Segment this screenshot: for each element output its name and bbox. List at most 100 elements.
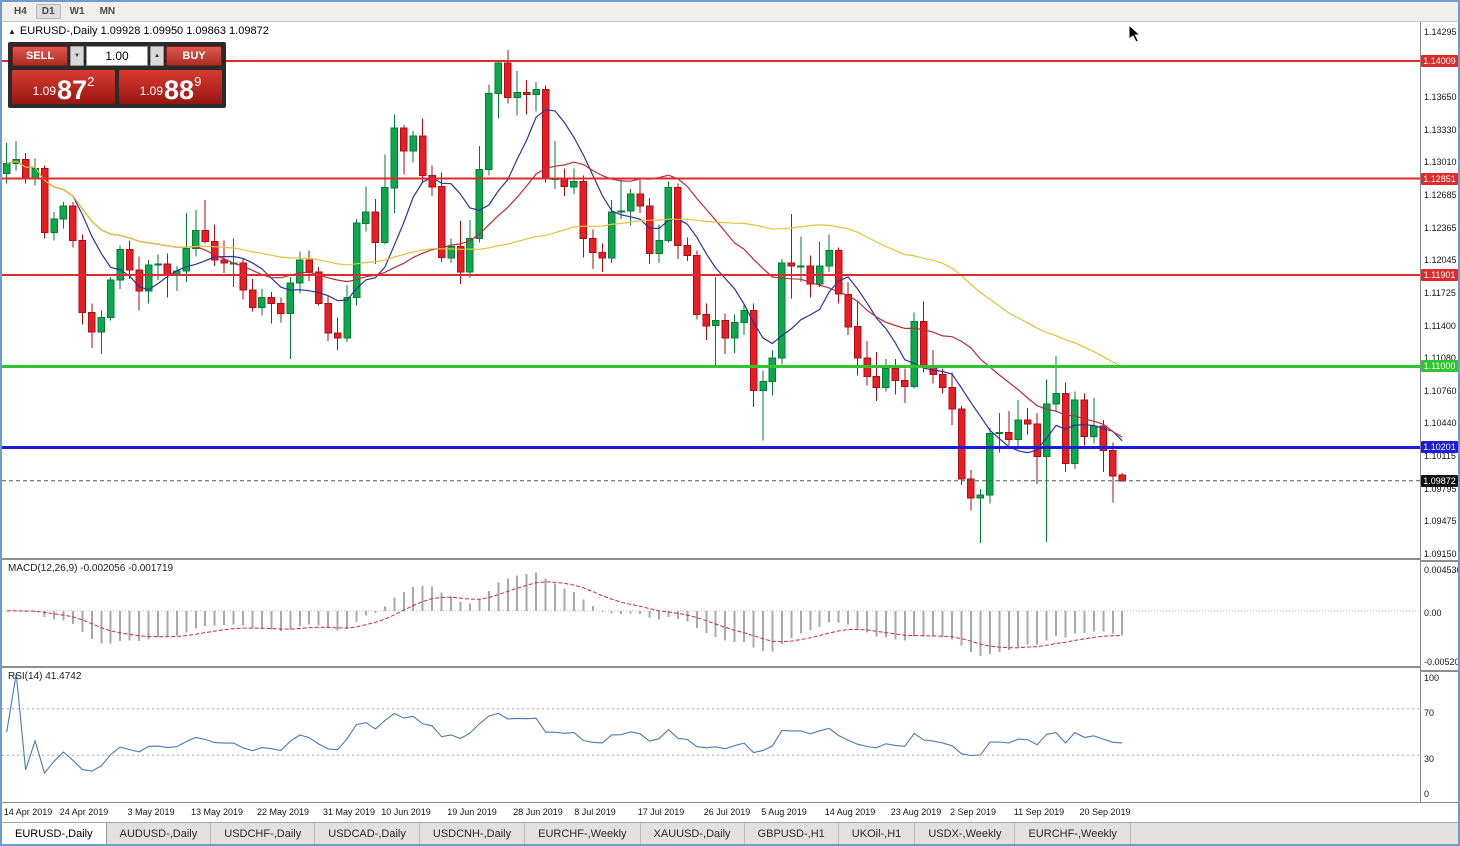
volume-decrease-button[interactable]: ▼ bbox=[70, 46, 84, 66]
price-axis-label: 1.10440 bbox=[1424, 418, 1457, 428]
chart-tab[interactable]: USDCAD-,Daily bbox=[315, 823, 420, 844]
date-axis-label: 11 Sep 2019 bbox=[1013, 807, 1065, 817]
moving-average-lines bbox=[6, 109, 1123, 454]
mouse-cursor-icon bbox=[1128, 24, 1142, 43]
sell-price-display[interactable]: 1.09 87 2 bbox=[12, 70, 115, 104]
symbol-ohlc-title: EURUSD-,Daily 1.09928 1.09950 1.09863 1.… bbox=[19, 25, 269, 37]
price-axis-label: 1.11080 bbox=[1424, 353, 1456, 363]
date-axis-label: 2 Sep 2019 bbox=[949, 807, 997, 817]
chart-tab[interactable]: EURCHF-,Weekly bbox=[1015, 823, 1131, 844]
chart-panes: ▲ EURUSD-,Daily 1.09928 1.09950 1.09863 … bbox=[2, 22, 1420, 802]
date-axis-label: 31 May 2019 bbox=[322, 807, 376, 817]
macd-axis-label: 0.00 bbox=[1424, 608, 1442, 618]
macd-indicator-pane[interactable]: MACD(12,26,9) -0.002056 -0.001719 bbox=[2, 560, 1420, 668]
price-axis-label: 1.09150 bbox=[1424, 549, 1457, 559]
timeframe-h4-button[interactable]: H4 bbox=[8, 4, 33, 19]
rsi-line bbox=[6, 673, 1123, 775]
pane-separator[interactable] bbox=[1421, 560, 1458, 562]
buy-price-pip-digit: 9 bbox=[194, 74, 202, 89]
rsi-axis-label: 70 bbox=[1424, 708, 1435, 718]
sell-button[interactable]: SELL bbox=[12, 46, 68, 66]
macd-chart[interactable] bbox=[2, 560, 1420, 668]
chart-tab[interactable]: UKOil-,H1 bbox=[839, 823, 916, 844]
date-axis-label: 3 May 2019 bbox=[127, 807, 175, 817]
price-axis-label: 1.12365 bbox=[1424, 223, 1457, 233]
price-axis[interactable]: 1.14295 1.13650 1.13330 1.13010 1.12685 1.123… bbox=[1420, 22, 1458, 802]
chart-tab[interactable]: USDX-,Weekly bbox=[915, 823, 1016, 844]
pane-separator[interactable] bbox=[1421, 670, 1458, 672]
chart-tab[interactable]: AUDUSD-,Daily bbox=[107, 823, 212, 844]
price-axis-label: 1.10760 bbox=[1424, 386, 1457, 396]
macd-signal-line bbox=[6, 581, 1123, 649]
price-axis-label: 1.09475 bbox=[1424, 516, 1457, 526]
date-axis-label: 17 Jul 2019 bbox=[637, 807, 685, 817]
date-axis-label: 23 Aug 2019 bbox=[890, 807, 942, 817]
chart-title-row: ▲ EURUSD-,Daily 1.09928 1.09950 1.09863 … bbox=[8, 25, 269, 37]
price-chart-pane[interactable]: ▲ EURUSD-,Daily 1.09928 1.09950 1.09863 … bbox=[2, 22, 1420, 560]
chart-tab[interactable]: XAUUSD-,Daily bbox=[641, 823, 745, 844]
date-axis-label: 10 Jun 2019 bbox=[381, 807, 431, 817]
horizontal-line-objects[interactable] bbox=[2, 60, 1420, 449]
price-axis-label: 1.12685 bbox=[1424, 190, 1457, 200]
buy-price-big-digits: 88 bbox=[164, 74, 195, 105]
price-axis-label: 1.09795 bbox=[1424, 484, 1457, 494]
rsi-level-lines bbox=[2, 708, 1420, 756]
chart-tab[interactable]: USDCHF-,Daily bbox=[211, 823, 316, 844]
date-axis-label: 14 Aug 2019 bbox=[824, 807, 876, 817]
rsi-chart[interactable] bbox=[2, 668, 1420, 798]
price-axis-label: 1.13330 bbox=[1424, 125, 1457, 135]
date-axis-label: 20 Sep 2019 bbox=[1079, 807, 1131, 817]
date-axis-label: 19 Jun 2019 bbox=[447, 807, 497, 817]
hline-price-badge: 1.10201 bbox=[1421, 441, 1458, 453]
chart-tab[interactable]: EURUSD-,Daily bbox=[2, 823, 107, 844]
rsi-indicator-pane[interactable]: RSI(14) 41.4742 bbox=[2, 668, 1420, 798]
price-axis-label: 1.14295 bbox=[1424, 27, 1457, 37]
timeframe-mn-button[interactable]: MN bbox=[94, 4, 122, 19]
chart-tab-bar: EURUSD-,Daily AUDUSD-,Daily USDCHF-,Daily U… bbox=[2, 822, 1458, 844]
date-axis-label: 28 Jun 2019 bbox=[513, 807, 563, 817]
volume-input[interactable] bbox=[86, 46, 148, 66]
sell-price-pip-digit: 2 bbox=[87, 74, 95, 89]
rsi-axis-label: 30 bbox=[1424, 754, 1435, 764]
macd-axis-label: -0.00520 bbox=[1424, 657, 1458, 667]
chart-tab[interactable]: EURCHF-,Weekly bbox=[525, 823, 641, 844]
buy-price-display[interactable]: 1.09 88 9 bbox=[119, 70, 222, 104]
candles bbox=[3, 49, 1126, 543]
time-axis[interactable]: 14 Apr 2019 24 Apr 2019 3 May 2019 13 May 2… bbox=[2, 802, 1458, 822]
price-axis-label: 1.12045 bbox=[1424, 255, 1457, 265]
price-axis-label: 1.10115 bbox=[1424, 451, 1456, 461]
buy-price-prefix: 1.09 bbox=[139, 84, 164, 98]
rsi-axis-label: 0 bbox=[1424, 789, 1430, 799]
date-axis-label: 8 Jul 2019 bbox=[574, 807, 616, 817]
date-axis-label: 22 May 2019 bbox=[256, 807, 310, 817]
hline-price-badge: 1.11000 bbox=[1421, 360, 1458, 372]
date-axis-label: 26 Jul 2019 bbox=[703, 807, 751, 817]
buy-button[interactable]: BUY bbox=[166, 46, 222, 66]
hline-price-badge: 1.11901 bbox=[1421, 269, 1458, 281]
candlestick-chart[interactable] bbox=[2, 22, 1420, 560]
chart-tab[interactable]: GBPUSD-,H1 bbox=[745, 823, 839, 844]
price-axis-label: 1.13650 bbox=[1424, 92, 1457, 102]
trade-controls-row: SELL ▼ ▲ BUY bbox=[12, 46, 222, 66]
timeframe-w1-button[interactable]: W1 bbox=[64, 4, 91, 19]
price-axis-label: 1.11400 bbox=[1424, 321, 1456, 331]
macd-label: MACD(12,26,9) -0.002056 -0.001719 bbox=[8, 563, 174, 574]
chart-tab[interactable]: USDCNH-,Daily bbox=[420, 823, 526, 844]
timeframe-d1-button[interactable]: D1 bbox=[35, 4, 61, 19]
date-axis-label: 5 Aug 2019 bbox=[761, 807, 807, 817]
rsi-label: RSI(14) 41.4742 bbox=[8, 671, 82, 682]
hline-price-badge: 1.12851 bbox=[1421, 173, 1458, 185]
trade-panel-collapse-icon[interactable]: ▲ bbox=[8, 26, 16, 36]
macd-histogram bbox=[15, 572, 1124, 656]
rsi-axis-label: 100 bbox=[1424, 673, 1440, 683]
volume-increase-button[interactable]: ▲ bbox=[150, 46, 164, 66]
price-axis-label: 1.11725 bbox=[1424, 288, 1456, 298]
timeframe-toolbar: H4 D1 W1 MN bbox=[2, 2, 1458, 22]
price-axis-label: 1.13010 bbox=[1424, 157, 1457, 167]
trade-prices-row: 1.09 87 2 1.09 88 9 bbox=[12, 70, 222, 104]
current-price-badge: 1.09872 bbox=[1421, 475, 1458, 487]
date-axis-label: 13 May 2019 bbox=[190, 807, 244, 817]
macd-axis-label: 0.004536 bbox=[1424, 565, 1458, 575]
